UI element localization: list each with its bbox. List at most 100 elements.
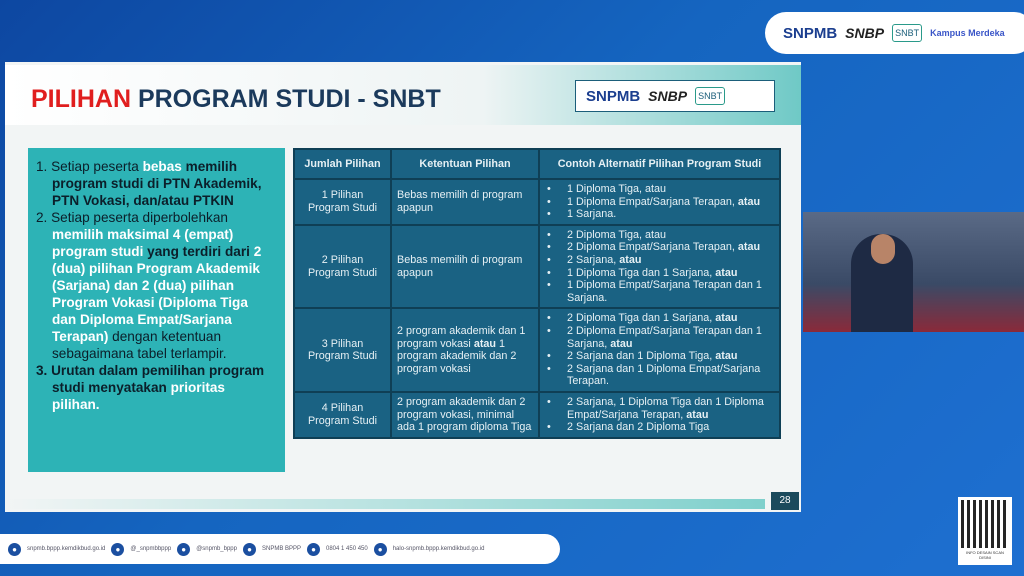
example-item: 2 Sarjana dan 1 Diploma Empat/Sarjana Te… (545, 363, 774, 388)
text-segment: 1 program akademik dan 2 program vokasi (397, 337, 517, 375)
text-segment: 2 Sarjana dan 1 Diploma Tiga, (567, 350, 716, 363)
footer-contact-text[interactable]: snpmb.bppp.kemdikbud.go.id (27, 546, 106, 552)
footer-contact-text[interactable]: 0804 1 450 450 (326, 546, 368, 552)
text-segment: atau (715, 350, 738, 363)
text-segment: 2 Sarjana dan 1 Diploma Empat/Sarjana Te… (567, 362, 761, 388)
title-rest: PROGRAM STUDI - SNBT (131, 85, 441, 113)
snbp-logo: SNBP (845, 25, 885, 41)
text-segment: 1 Diploma Empat/Sarjana Terapan, (567, 195, 738, 208)
table-row: 3 Pilihan Program Studi 2 program akademi… (293, 307, 781, 393)
slide-title: PILIHAN PROGRAM STUDI - SNBT (31, 85, 441, 114)
contoh-cell: 2 Sarjana, 1 Diploma Tiga dan 1 Diploma … (538, 390, 781, 439)
example-item: 2 Sarjana, 1 Diploma Tiga dan 1 Diploma … (545, 396, 774, 421)
email-icon: ● (373, 542, 387, 556)
text-segment: atau (737, 241, 761, 254)
text-segment: atau (473, 337, 497, 350)
qr-code[interactable]: INFO DESAIN SCAN DISINI (958, 497, 1012, 565)
header-ketentuan: Ketentuan Pilihan (390, 148, 540, 180)
example-item: 2 Sarjana dan 1 Diploma Tiga, atau (545, 350, 774, 363)
text-segment: 1 Diploma Tiga dan 1 Sarjana, (567, 266, 716, 279)
text-segment: 2 Sarjana, (567, 253, 620, 266)
text-segment: atau (737, 195, 761, 208)
qr-code-image (961, 500, 1009, 548)
text-segment: 2. Setiap peserta diperbolehkan (36, 210, 228, 225)
title-highlight: PILIHAN (31, 85, 131, 113)
header-contoh: Contoh Alternatif Pilihan Program Studi (538, 148, 781, 180)
text-segment: 1 Diploma Tiga, atau (567, 183, 667, 195)
text-segment: memilih program studi di PTN Akademik, P… (52, 159, 262, 208)
contoh-cell: 2 Diploma Tiga, atau2 Diploma Empat/Sarj… (538, 223, 781, 310)
text-segment: 3. Urutan dalam pemilihan program studi … (36, 363, 265, 395)
text-segment: bebas (142, 159, 182, 174)
example-item: 2 Sarjana, atau (545, 254, 774, 267)
snbt-logo: SNBT (695, 87, 726, 105)
text-segment: Bebas memilih di program apapun (397, 189, 523, 214)
slide-title-bar: PILIHAN PROGRAM STUDI - SNBT SNPMB SNBP … (5, 65, 801, 125)
footer-contact-text[interactable]: halo-snpmb.bppp.kemdikbud.go.id (392, 546, 485, 552)
footer-contact-text[interactable]: @snpmb_bppp (196, 546, 237, 552)
text-segment: dengan ketentuan sebagaimana tabel terla… (52, 329, 227, 361)
page-number: 28 (771, 492, 799, 510)
contoh-cell: 2 Diploma Tiga dan 1 Sarjana, atau2 Dipl… (538, 307, 781, 393)
ketentuan-cell: 2 program akademik dan 2 program vokasi,… (390, 390, 540, 439)
slide-logos: SNPMB SNBP SNBT (575, 80, 775, 112)
ketentuan-cell: 2 program akademik dan 1 program vokasi … (390, 307, 540, 393)
globe-icon: ● (8, 542, 21, 556)
text-segment: memilih maksimal 4 (empat) program studi (52, 227, 234, 259)
rule-item: 2. Setiap peserta diperbolehkan memilih … (36, 209, 275, 362)
footer-contact-bar: ● snpmb.bppp.kemdikbud.go.id ● @_snpmbbppp ●… (0, 534, 560, 564)
text-segment: 2 Diploma Tiga dan 1 Sarjana, (567, 312, 716, 325)
text-segment: 2 Sarjana, 1 Diploma Tiga dan 1 Diploma … (567, 395, 764, 421)
text-segment: 1 Sarjana. (567, 208, 617, 221)
text-segment: 1 Diploma Empat/Sarjana Terapan dan 1 Sa… (567, 279, 762, 304)
text-segment: 2 (dua) pilihan Program Akademik (Sarjan… (52, 244, 262, 344)
text-segment: 2 Diploma Empat/Sarjana Terapan dan 1 Sa… (567, 324, 762, 350)
rule-item: 1. Setiap peserta bebas memilih program … (36, 158, 275, 209)
footer-contact-text[interactable]: @_snpmbbppp (130, 546, 172, 552)
jumlah-cell: 1 Pilihan Program Studi (293, 178, 392, 226)
jumlah-cell: 2 Pilihan Program Studi (293, 223, 392, 310)
text-segment: Bebas memilih di program apapun (397, 253, 523, 279)
snpmb-logo: SNPMB (586, 87, 641, 105)
snbp-logo: SNBP (648, 88, 688, 104)
qr-caption: INFO DESAIN SCAN DISINI (966, 550, 1004, 560)
example-item: 2 Diploma Empat/Sarjana Terapan dan 1 Sa… (545, 325, 774, 350)
top-logo-badge: SNPMB SNBP SNBT Kampus Merdeka (765, 12, 1024, 54)
text-segment: 2 Sarjana dan 2 Diploma Tiga (567, 421, 710, 434)
instagram-icon: ● (111, 542, 125, 556)
snpmb-logo: SNPMB (783, 24, 838, 42)
text-segment: 2 Diploma Tiga, atau (567, 228, 667, 241)
x-tiktok-icon: ● (177, 542, 191, 556)
text-segment: 1. Setiap peserta (36, 159, 143, 174)
text-segment: yang terdiri dari (143, 244, 254, 259)
text-segment: 2 Diploma Empat/Sarjana Terapan, (567, 241, 738, 254)
text-segment: 2 program akademik dan 1 program vokasi (397, 324, 526, 350)
rule-item: 3. Urutan dalam pemilihan program studi … (36, 362, 275, 413)
phone-icon: ● (307, 542, 320, 556)
jumlah-cell: 4 Pilihan Program Studi (293, 390, 392, 439)
text-segment: atau (619, 253, 642, 266)
kampus-merdeka-logo: Kampus Merdeka (930, 27, 1005, 38)
table-row: 2 Pilihan Program Studi Bebas memilih di … (293, 223, 781, 310)
example-item: 2 Diploma Tiga dan 1 Sarjana, atau (545, 312, 774, 325)
text-segment: 2 program akademik dan 2 program vokasi,… (397, 395, 532, 434)
snbt-logo: SNBT (892, 24, 923, 42)
ketentuan-cell: Bebas memilih di program apapun (390, 178, 540, 226)
footer-contact-text[interactable]: SNPMB BPPP (261, 546, 301, 552)
text-segment: atau (715, 312, 738, 325)
facebook-youtube-icon: ● (242, 542, 256, 556)
speaker-face (871, 234, 895, 264)
example-item: 1 Diploma Empat/Sarjana Terapan dan 1 Sa… (545, 279, 774, 304)
decorative-stripe (5, 499, 765, 509)
speaker-video-feed (803, 212, 1024, 332)
jumlah-cell: 3 Pilihan Program Studi (293, 307, 392, 393)
presentation-slide: PILIHAN PROGRAM STUDI - SNBT SNPMB SNBP … (5, 62, 801, 512)
ketentuan-cell: Bebas memilih di program apapun (390, 223, 540, 310)
rules-panel: 1. Setiap peserta bebas memilih program … (28, 148, 285, 472)
example-item: 1 Diploma Tiga dan 1 Sarjana, atau (545, 267, 774, 280)
table-row: 4 Pilihan Program Studi 2 program akademi… (293, 390, 781, 439)
example-item: 2 Sarjana dan 2 Diploma Tiga (545, 421, 774, 434)
example-item: 2 Diploma Tiga, atau (545, 229, 774, 242)
example-item: 2 Diploma Empat/Sarjana Terapan, atau (545, 241, 774, 254)
